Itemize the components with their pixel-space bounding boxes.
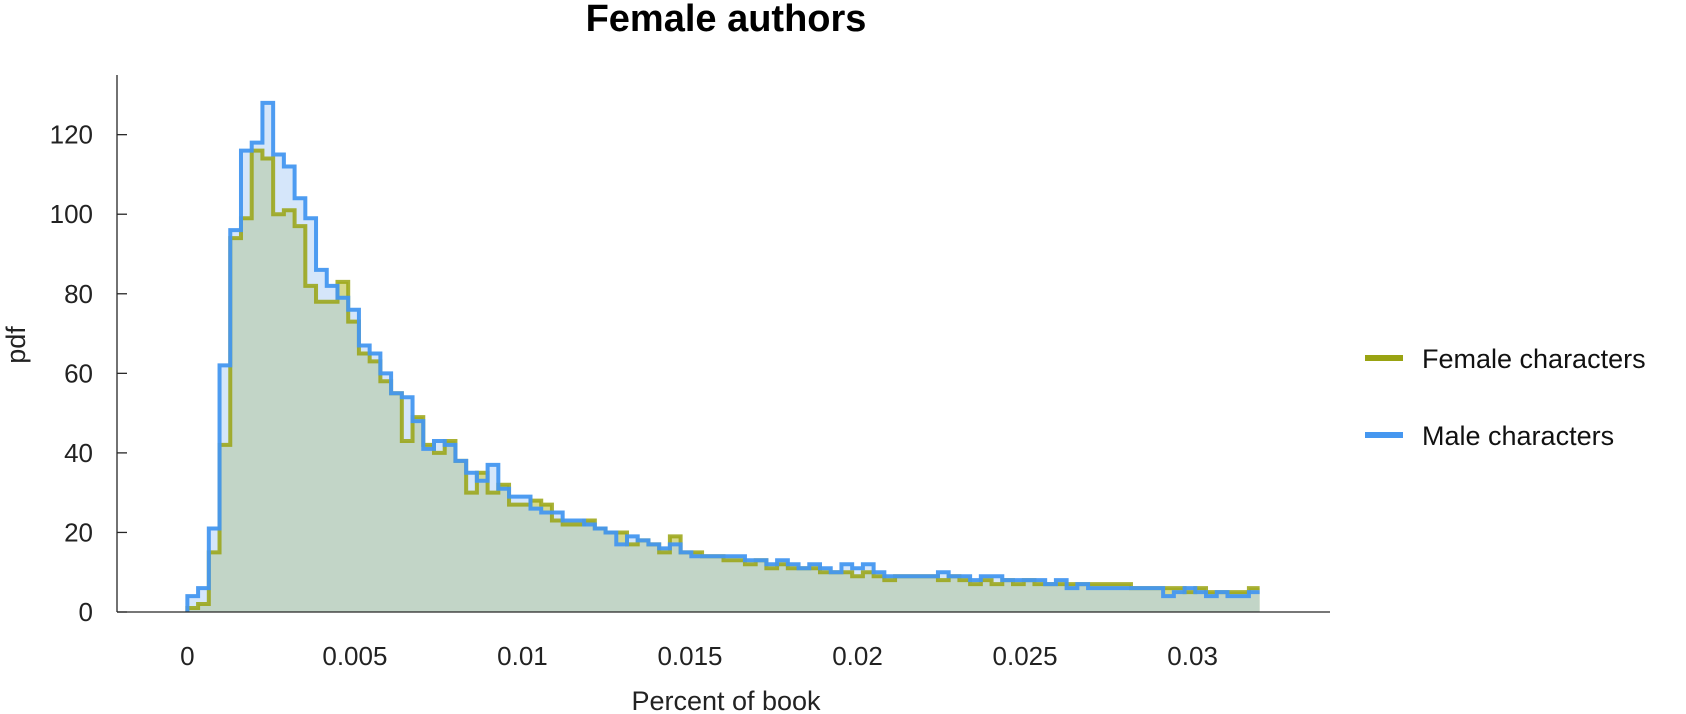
x-tick-label: 0.005 [322,641,387,671]
plot-area [185,100,1260,613]
x-tick-label: 0.025 [993,641,1058,671]
male-characters-outline [185,100,1260,612]
female-characters-legend-label: Female characters [1422,344,1646,374]
y-tick-label: 120 [50,120,93,150]
y-tick-label: 20 [64,517,93,547]
y-tick-label: 0 [79,597,93,627]
male-characters-area [187,102,1260,612]
y-tick-label: 40 [64,438,93,468]
legend: Female characters Male characters [1365,344,1646,451]
axes: 0 0.005 0.01 0.015 0.02 0.025 0.03 0 20 40 60 80 10… [50,75,1330,671]
x-ticks: 0 0.005 0.01 0.015 0.02 0.025 0.03 [180,641,1218,671]
y-tick-label: 80 [64,279,93,309]
y-tick-label: 60 [64,358,93,388]
y-tick-label: 100 [50,199,93,229]
x-axis-label: Percent of book [631,686,821,714]
y-ticks: 0 20 40 60 80 100 120 [50,120,127,627]
male-characters-legend-label: Male characters [1422,421,1614,451]
y-axis-label: pdf [1,326,31,364]
x-tick-label: 0.03 [1167,641,1218,671]
x-tick-label: 0.01 [497,641,548,671]
x-tick-label: 0.015 [657,641,722,671]
chart-title: Female authors [586,0,867,40]
x-tick-label: 0 [180,641,194,671]
x-tick-label: 0.02 [832,641,883,671]
